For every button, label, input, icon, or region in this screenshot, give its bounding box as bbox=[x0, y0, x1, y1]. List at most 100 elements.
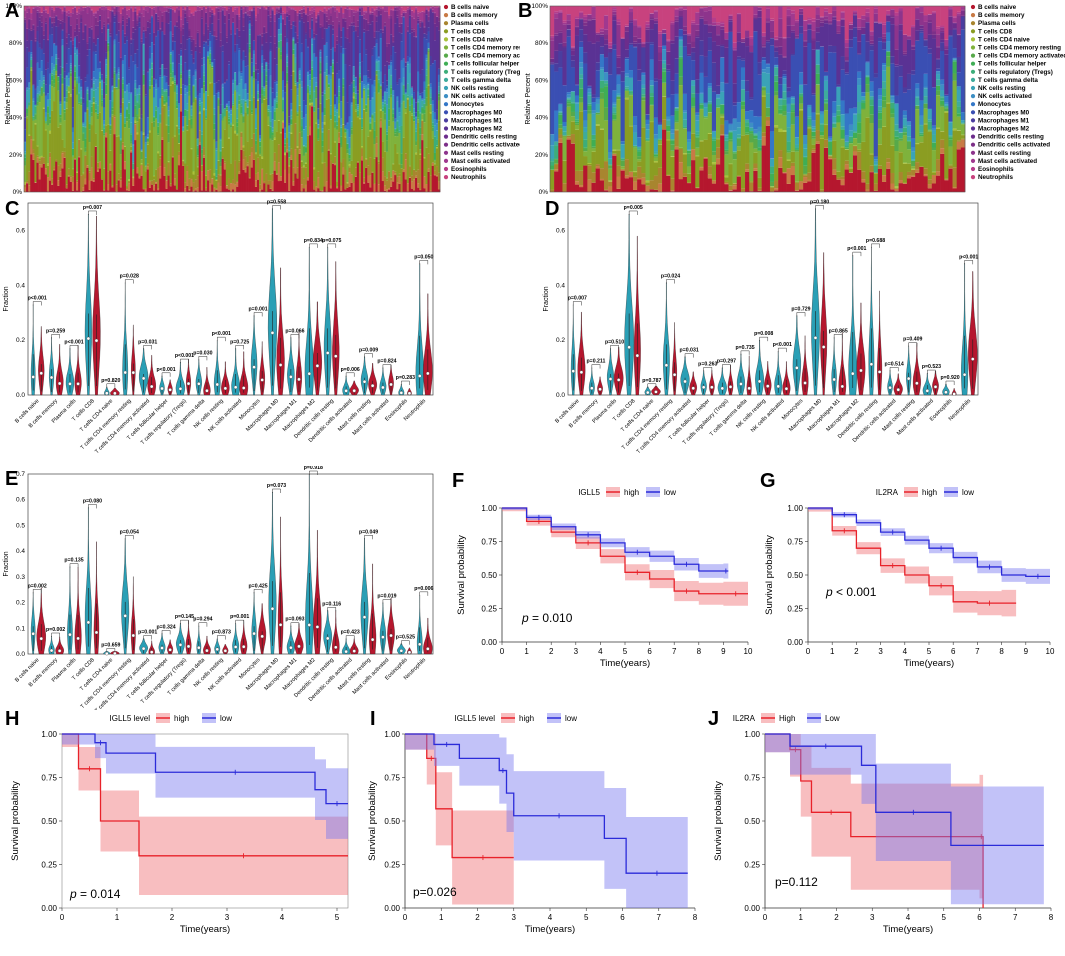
bar-segment bbox=[138, 94, 141, 105]
bar-segment bbox=[275, 8, 279, 12]
bar-segment bbox=[375, 7, 378, 10]
bar-segment bbox=[169, 6, 172, 9]
bar-segment bbox=[80, 11, 83, 16]
bar-segment bbox=[250, 138, 254, 148]
bar-segment bbox=[383, 92, 387, 101]
bar-segment bbox=[61, 84, 64, 140]
bar-segment bbox=[267, 180, 270, 185]
bar-segment bbox=[273, 108, 276, 111]
bar-segment bbox=[211, 178, 214, 185]
bar-segment bbox=[55, 74, 58, 160]
bar-segment bbox=[294, 6, 297, 11]
bar-segment bbox=[28, 185, 31, 192]
bar-segment bbox=[63, 147, 66, 152]
bar-segment bbox=[76, 50, 79, 56]
bar-segment bbox=[271, 190, 274, 192]
bar-segment bbox=[225, 106, 229, 107]
bar-segment bbox=[246, 166, 249, 192]
bar-segment bbox=[71, 127, 75, 133]
bar-segment bbox=[284, 12, 287, 14]
bar-segment bbox=[379, 71, 383, 85]
bar-segment bbox=[113, 44, 116, 68]
bar-segment bbox=[229, 6, 233, 30]
bar-segment bbox=[273, 152, 276, 162]
bar-segment bbox=[242, 169, 245, 192]
bar-segment bbox=[184, 10, 187, 14]
bar-segment bbox=[94, 146, 98, 147]
bar-segment bbox=[80, 6, 83, 12]
bar-segment bbox=[63, 101, 66, 103]
bar-segment bbox=[125, 107, 129, 109]
bar-segment bbox=[192, 58, 195, 63]
stacked-bar bbox=[196, 6, 200, 192]
bar-segment bbox=[109, 31, 112, 34]
stacked-bar bbox=[306, 6, 310, 192]
bar-segment bbox=[317, 16, 320, 109]
bar-segment bbox=[338, 43, 341, 71]
bar-segment bbox=[69, 177, 73, 182]
bar-segment bbox=[423, 6, 426, 12]
bar-segment bbox=[340, 52, 343, 102]
bar-segment bbox=[155, 106, 158, 111]
bar-segment bbox=[159, 28, 162, 29]
bar-segment bbox=[419, 20, 422, 23]
bar-segment bbox=[159, 158, 162, 167]
bar-segment bbox=[388, 171, 391, 189]
bar-segment bbox=[167, 133, 170, 143]
bar-segment bbox=[311, 104, 314, 106]
bar-segment bbox=[169, 63, 172, 74]
bar-segment bbox=[554, 71, 559, 111]
bar-segment bbox=[44, 121, 48, 123]
bar-segment bbox=[338, 117, 341, 133]
bar-segment bbox=[194, 47, 197, 52]
bar-segment bbox=[358, 76, 362, 78]
bar-segment bbox=[194, 79, 197, 98]
bar-segment bbox=[277, 41, 281, 48]
bar-segment bbox=[223, 7, 227, 16]
bar-segment bbox=[350, 105, 353, 122]
bar-segment bbox=[265, 81, 268, 86]
bar-segment bbox=[566, 98, 572, 100]
bar-segment bbox=[111, 185, 114, 188]
bar-segment bbox=[44, 69, 48, 85]
bar-segment bbox=[329, 188, 333, 192]
legend-label: B cells naive bbox=[451, 4, 490, 11]
bar-segment bbox=[263, 6, 266, 7]
bar-segment bbox=[325, 63, 328, 70]
bar-segment bbox=[209, 33, 212, 41]
bar-segment bbox=[188, 189, 191, 191]
bar-segment bbox=[140, 175, 143, 192]
bar-segment bbox=[383, 107, 387, 114]
bar-segment bbox=[579, 88, 584, 98]
bar-segment bbox=[583, 14, 588, 17]
bar-segment bbox=[128, 183, 131, 191]
bar-segment bbox=[152, 32, 156, 45]
bar-segment bbox=[69, 40, 73, 42]
bar-segment bbox=[84, 6, 87, 8]
bar-segment bbox=[36, 26, 39, 32]
bar-segment bbox=[186, 6, 189, 17]
bar-segment bbox=[296, 147, 299, 168]
bar-segment bbox=[392, 181, 395, 192]
stacked-bar bbox=[136, 6, 139, 192]
bar-segment bbox=[336, 188, 339, 192]
bar-segment bbox=[308, 10, 312, 15]
bar-segment bbox=[188, 36, 191, 39]
bar-segment bbox=[296, 113, 299, 117]
bar-segment bbox=[342, 124, 345, 159]
bar-segment bbox=[194, 188, 197, 191]
bar-segment bbox=[40, 71, 44, 82]
bar-segment bbox=[144, 37, 148, 95]
bar-segment bbox=[433, 12, 437, 14]
stacked-bar bbox=[38, 6, 41, 192]
bar-segment bbox=[271, 130, 274, 133]
bar-segment bbox=[94, 17, 98, 26]
bar-segment bbox=[263, 96, 266, 99]
bar-segment bbox=[103, 190, 106, 192]
bar-segment bbox=[186, 16, 189, 21]
bar-segment bbox=[346, 28, 349, 39]
bar-segment bbox=[113, 115, 116, 118]
bar-segment bbox=[599, 180, 605, 192]
bar-segment bbox=[234, 34, 237, 45]
